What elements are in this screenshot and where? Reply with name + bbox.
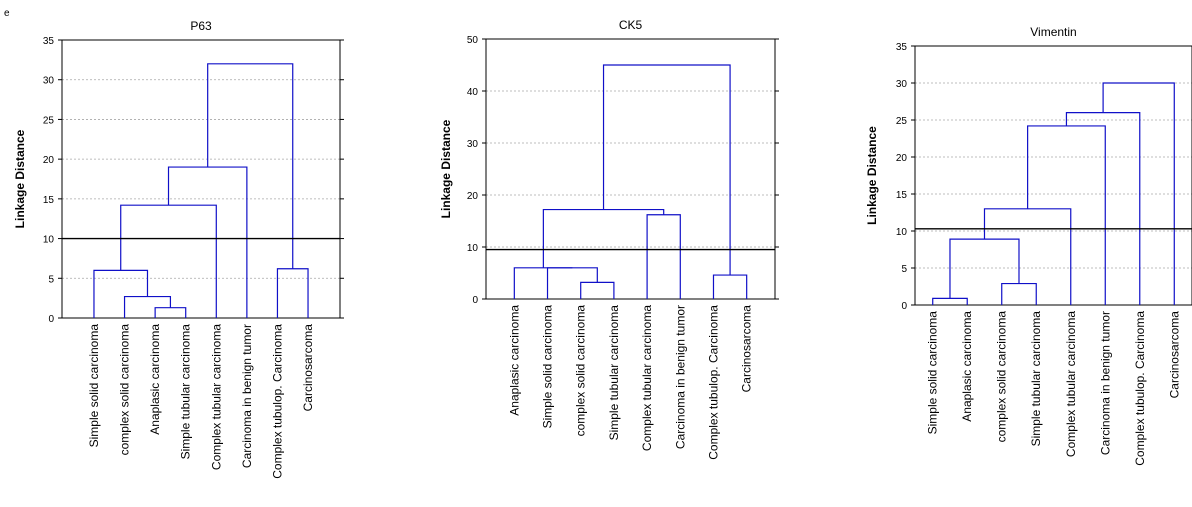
y-axis-label: Linkage Distance — [13, 129, 27, 228]
dendrogram-link — [546, 267, 598, 299]
y-tick-label: 10 — [43, 235, 55, 246]
leaf-label: Anaplasic carcinoma — [507, 305, 521, 416]
leaf-label: Complex tubular carcinoma — [1064, 311, 1078, 457]
dendrogram-link — [513, 267, 573, 299]
dendrogram-link — [542, 208, 665, 268]
dendrogram-panel: 0 5 10 15 20 25 30 35 P63 Linkage Distance Simple … — [13, 19, 344, 479]
y-tick-label: 35 — [896, 42, 908, 53]
leaf-label: Complex tubulop. Carcinoma — [706, 305, 720, 460]
dendrogram-link — [1001, 282, 1037, 305]
y-tick-label: 10 — [896, 227, 908, 238]
dendrogram-link — [712, 274, 748, 299]
leaf-label: Carcinoma in benign tumor — [1098, 311, 1112, 455]
y-tick-label: 15 — [896, 190, 908, 201]
y-tick-label: 20 — [896, 153, 908, 164]
leaf-label: Simple tubular carcinoma — [607, 305, 621, 441]
y-tick-label: 20 — [43, 155, 55, 166]
leaf-label: complex solid carcinoma — [118, 324, 132, 456]
leaf-label: Simple tubular carcinoma — [1029, 311, 1043, 447]
leaf-label: Simple tubular carcinoma — [179, 324, 193, 460]
dendrogram-link — [120, 204, 217, 318]
dendrogram-link — [1027, 125, 1106, 305]
leaf-label: Complex tubular carcinoma — [640, 305, 654, 451]
dendrogram-panel: 0 5 10 15 20 25 30 35 Vimentin Linkage Distance Si… — [865, 25, 1192, 466]
leaf-label: Carcinoma in benign tumor — [240, 324, 254, 468]
leaf-label: Anaplasic carcinoma — [960, 311, 974, 422]
leaf-label: complex solid carcinoma — [574, 305, 588, 437]
y-tick-label: 25 — [896, 116, 908, 127]
dendrogram-link — [93, 269, 149, 318]
y-tick-label: 30 — [43, 76, 55, 87]
leaf-label: Carcinosarcoma — [740, 305, 754, 393]
dendrogram-link — [602, 64, 731, 276]
leaf-label: Carcinosarcoma — [1167, 311, 1181, 399]
leaf-label: Complex tubulop. Carcinoma — [1133, 311, 1147, 466]
leaf-label: Carcinoma in benign tumor — [673, 305, 687, 449]
dendrogram-link — [646, 214, 681, 299]
leaf-label: Simple solid carcinoma — [926, 311, 940, 435]
dendrogram-link — [154, 307, 187, 318]
y-tick-label: 25 — [43, 115, 55, 126]
leaf-label: Simple solid carcinoma — [87, 324, 101, 448]
dendrogram-link — [207, 63, 294, 269]
y-tick-label: 0 — [48, 314, 54, 325]
y-tick-label: 0 — [472, 295, 478, 306]
leaf-label: Complex tubulop. Carcinoma — [270, 324, 284, 479]
dendrogram-link — [276, 268, 309, 318]
dendrogram-link — [580, 281, 615, 299]
y-tick-label: 15 — [43, 195, 55, 206]
leaf-label: Simple solid carcinoma — [541, 305, 555, 429]
dendrogram-link — [167, 166, 248, 318]
plot-frame — [914, 45, 1192, 306]
plot-frame — [485, 38, 776, 300]
dendrogram-link — [1065, 112, 1141, 305]
y-axis-label: Linkage Distance — [439, 119, 453, 218]
panel-label: e — [4, 8, 10, 19]
y-tick-label: 35 — [43, 36, 55, 47]
y-tick-label: 20 — [467, 191, 479, 202]
plot-frame — [61, 39, 341, 319]
chart-title: CK5 — [619, 18, 643, 32]
y-tick-label: 5 — [48, 274, 54, 285]
dendrogram-link — [932, 297, 968, 305]
y-tick-label: 10 — [467, 243, 479, 254]
dendrogram-link — [949, 238, 1020, 299]
leaf-label: Carcinosarcoma — [301, 324, 315, 412]
dendrogram-link — [983, 208, 1072, 305]
y-tick-label: 0 — [901, 301, 907, 312]
y-tick-label: 50 — [467, 35, 479, 46]
leaf-label: Anaplasic carcinoma — [148, 324, 162, 435]
dendrogram-panel: 0 10 20 30 40 50 CK5 Linkage Distance Anaplasic … — [439, 18, 779, 460]
y-tick-label: 5 — [901, 264, 907, 275]
leaf-label: complex solid carcinoma — [995, 311, 1009, 443]
leaf-label: Complex tubular carcinoma — [209, 324, 223, 470]
y-axis-label: Linkage Distance — [865, 126, 879, 225]
chart-title: P63 — [190, 19, 212, 33]
y-tick-label: 40 — [467, 87, 479, 98]
y-tick-label: 30 — [896, 79, 908, 90]
y-tick-label: 30 — [467, 139, 479, 150]
chart-title: Vimentin — [1030, 25, 1076, 39]
dendrogram-link — [1102, 82, 1175, 305]
